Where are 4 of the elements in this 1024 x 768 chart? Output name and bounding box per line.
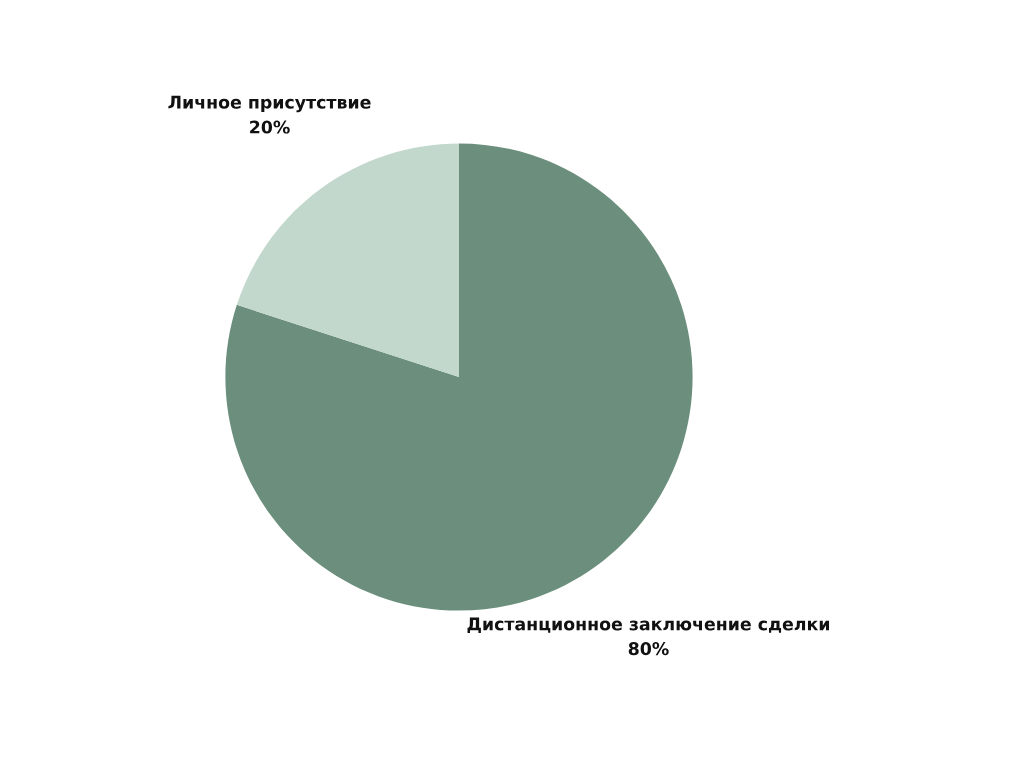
- slice-label: Дистанционное заключение сделки: [467, 617, 830, 633]
- data-label: 20%: [250, 120, 290, 134]
- data-label: 80%: [628, 642, 669, 656]
- slice-label: Личное присутствие: [168, 95, 371, 113]
